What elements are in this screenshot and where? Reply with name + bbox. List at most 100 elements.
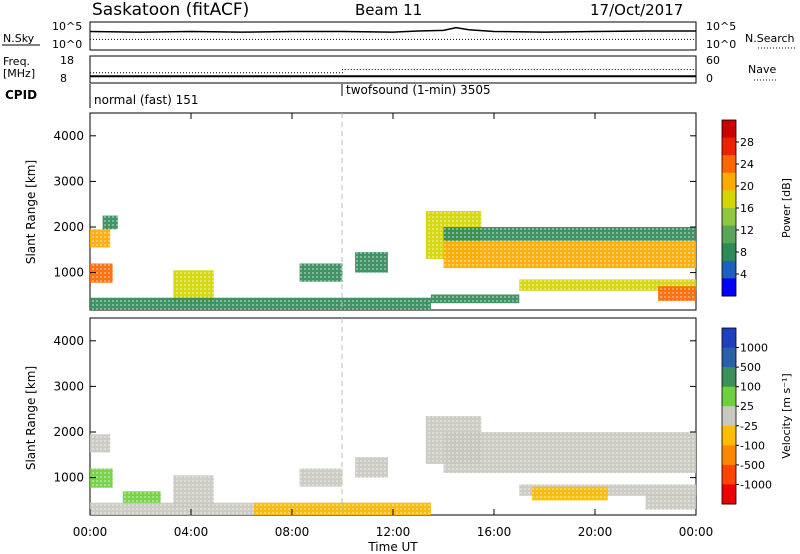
power-echo-texture-3 [102, 215, 118, 230]
date-title: 17/Oct/2017 [590, 1, 683, 19]
velocity-echo-texture-2 [90, 468, 113, 488]
power-echo-texture-7 [355, 252, 388, 273]
power-colorbar-swatch-8 [722, 243, 736, 262]
power-echo-texture-10 [443, 227, 696, 241]
power-colorbar-swatch-7 [722, 225, 736, 244]
site-title: Saskatoon (fitACF) [92, 0, 249, 20]
velocity-colorbar-tick-0: 1000 [740, 342, 768, 355]
velocity-colorbar-tick-1: 500 [740, 361, 761, 374]
velocity-panel: 1000 2000 3000 4000 Slant Range [km] 1000 50… [24, 113, 793, 554]
cpid-segment-1: normal (fast) 151 [94, 93, 198, 107]
freq-right-tick-top: 60 [706, 54, 720, 67]
power-colorbar-tick-4: 12 [740, 224, 754, 237]
power-colorbar-swatch-3 [722, 155, 736, 174]
xtick-2: 08:00 [275, 525, 310, 539]
power-colorbar-tick-3: 16 [740, 202, 754, 215]
freq-series-2 [90, 69, 696, 74]
power-colorbar-label: Power [dB] [780, 178, 793, 238]
velocity-echo-texture-10 [443, 432, 696, 473]
power-ylabel: Slant Range [km] [24, 160, 38, 264]
velocity-colorbar-swatch-1 [722, 328, 736, 349]
freq-right-label: Nave [748, 63, 776, 76]
xtick-3: 12:00 [376, 525, 411, 539]
power-echo-texture-11 [519, 279, 697, 291]
power-colorbar-swatch-10 [722, 278, 736, 297]
freq-right-tick-bottom: 0 [706, 72, 713, 85]
velocity-colorbar-swatch-5 [722, 406, 736, 427]
velocity-colorbar-swatch-8 [722, 464, 736, 485]
power-colorbar-swatch-1 [722, 120, 736, 139]
power-colorbar-swatch-6 [722, 208, 736, 227]
velocity-colorbar-swatch-9 [722, 484, 736, 505]
freq-left-unit: [MHz] [3, 67, 35, 80]
velocity-colorbar: 1000 500 100 25 -25 -100 -500 -1000 Velocity [m … [721, 327, 793, 505]
power-echo-texture-13 [430, 294, 520, 304]
cpid-segment-2: twofsound (1-min) 3505 [346, 83, 491, 97]
cpid-panel: CPID normal (fast) 151 twofsound (1-min)… [5, 83, 491, 108]
power-colorbar-tick-2: 20 [740, 180, 754, 193]
cpid-label: CPID [5, 88, 37, 102]
velocity-colorbar-swatch-4 [722, 386, 736, 407]
power-colorbar-swatch-5 [722, 190, 736, 209]
velocity-echo-texture-13 [645, 493, 696, 510]
power-echo-texture-1 [90, 229, 111, 248]
power-panel: 1000 2000 3000 4000 Slant Range [km] 28 24 20… [24, 112, 793, 311]
velocity-ytick-4000: 4000 [53, 334, 84, 348]
noise-panel: N.Sky 10^5 10^0 10^5 10^0 N.Search [2, 20, 795, 51]
power-colorbar-tick-5: 8 [740, 246, 747, 259]
velocity-echo-texture-4 [173, 475, 214, 508]
noise-left-tick-bottom: 10^0 [52, 38, 82, 51]
power-colorbar-tick-0: 28 [740, 136, 754, 149]
power-colorbar-tick-1: 24 [740, 158, 754, 171]
velocity-ytick-3000: 3000 [53, 379, 84, 393]
velocity-colorbar-frame [721, 327, 737, 505]
power-echo-texture-4 [173, 270, 214, 303]
velocity-colorbar-tick-3: 25 [740, 400, 754, 413]
velocity-colorbar-tick-5: -100 [740, 439, 765, 452]
noise-series-1 [89, 26, 696, 33]
frequency-panel: Freq. [MHz] 18 8 60 0 Nave [3, 54, 776, 85]
velocity-echo-texture-1 [90, 434, 111, 453]
velocity-echo-texture-3 [122, 491, 161, 505]
power-colorbar-swatch-4 [722, 172, 736, 191]
velocity-colorbar-swatch-3 [722, 367, 736, 388]
noise-left-label: N.Sky [3, 32, 35, 45]
noise-left-tick-top: 10^5 [52, 20, 82, 33]
noise-right-tick-top: 10^5 [706, 20, 736, 33]
velocity-echo-texture-12 [531, 486, 608, 501]
velocity-colorbar-tick-4: -25 [740, 420, 758, 433]
velocity-colorbar-label: Velocity [m s⁻¹] [780, 373, 793, 458]
freq-left-tick-bottom: 8 [60, 72, 67, 85]
power-ytick-3000: 3000 [53, 174, 84, 188]
power-colorbar-swatch-9 [722, 260, 736, 279]
xtick-5: 20:00 [578, 525, 613, 539]
power-colorbar-swatch-2 [722, 137, 736, 156]
velocity-colorbar-tick-2: 100 [740, 381, 761, 394]
power-ytick-4000: 4000 [53, 129, 84, 143]
velocity-colorbar-tick-7: -1000 [740, 478, 772, 491]
velocity-colorbar-swatch-7 [722, 445, 736, 466]
x-axis-label: Time UT [367, 540, 418, 554]
power-echo-texture-2 [90, 263, 113, 283]
power-echo-texture-12 [658, 286, 696, 301]
velocity-colorbar-tick-6: -500 [740, 459, 765, 472]
xtick-6: 00:00 [679, 525, 714, 539]
power-echo-texture-6 [299, 263, 343, 282]
xtick-1: 04:00 [174, 525, 209, 539]
power-colorbar: 28 24 20 16 12 8 4 Power [dB] [721, 119, 793, 297]
velocity-echo-texture-8 [355, 457, 388, 478]
power-colorbar-tick-6: 4 [740, 268, 747, 281]
noise-right-tick-bottom: 10^0 [706, 38, 736, 51]
velocity-ytick-1000: 1000 [53, 471, 84, 485]
power-echo-texture-9 [443, 240, 696, 269]
xtick-4: 16:00 [477, 525, 512, 539]
velocity-colorbar-swatch-2 [722, 347, 736, 368]
noise-right-label: N.Search [745, 32, 795, 45]
freq-left-label: Freq. [3, 55, 30, 68]
xtick-0: 00:00 [73, 525, 108, 539]
velocity-colorbar-swatch-6 [722, 425, 736, 446]
velocity-echo-texture-7 [299, 468, 343, 487]
power-ytick-2000: 2000 [53, 220, 84, 234]
beam-title: Beam 11 [355, 1, 422, 19]
power-ytick-1000: 1000 [53, 266, 84, 280]
